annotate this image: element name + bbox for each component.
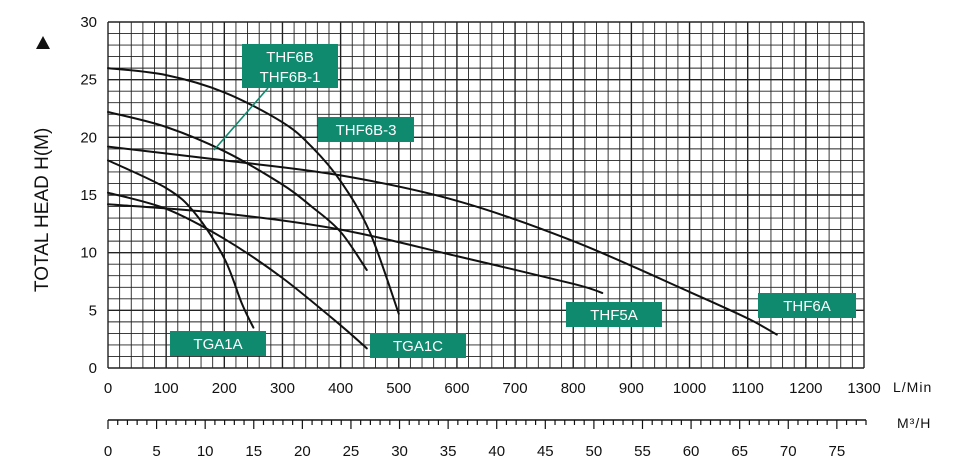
curves-group <box>107 67 778 350</box>
chart-grid <box>107 21 865 369</box>
x2-tick-label: 35 <box>440 443 457 460</box>
y-tick-label: 0 <box>89 360 97 377</box>
curve-thf6b-thf6b-1 <box>107 67 400 315</box>
y-tick-label: 25 <box>80 72 97 89</box>
label-thf6b-3-text: THF6B-3 <box>336 122 397 139</box>
x2-tick-label: 75 <box>829 443 846 460</box>
x-axis-m3h: 0 5 10 15 20 25 30 35 40 45 50 55 60 65 70 75 <box>104 419 867 460</box>
label-thf5a-text: THF5A <box>590 307 638 324</box>
curve-thf5a <box>107 203 604 294</box>
label-tga1a-text: TGA1A <box>193 336 242 353</box>
x-tick-label: 1100 <box>732 380 764 397</box>
label-tga1c-text: TGA1C <box>393 338 443 355</box>
y-tick-label: 20 <box>80 129 97 146</box>
y-axis-title: TOTAL HEAD H(M) <box>32 128 53 292</box>
x-tick-label: 200 <box>212 380 237 397</box>
label-thf6b-3: THF6B-3 <box>318 117 414 142</box>
x-tick-label: 100 <box>154 380 179 397</box>
x-tick-label: 500 <box>386 380 411 397</box>
label-thf6b-1-text: THF6B-1 <box>260 69 321 86</box>
x2-tick-label: 65 <box>731 443 748 460</box>
label-thf6a: THF6A <box>758 293 856 318</box>
label-tga1a: TGA1A <box>170 331 266 356</box>
x2-tick-label: 15 <box>245 443 262 460</box>
y-axis: 0 5 10 15 20 25 30 <box>80 14 97 377</box>
label-tga1c: TGA1C <box>370 333 466 358</box>
x2-tick-label: 25 <box>343 443 360 460</box>
x-axis-unit-lmin: L/Min <box>893 379 932 395</box>
series-labels: THF6B THF6B-1 THF6B-3 THF6A THF5A TGA1C … <box>170 44 856 358</box>
x-axis-lmin: 0 100 200 300 400 500 600 700 800 900 1000 1100 1200… <box>104 380 881 397</box>
x-tick-label: 900 <box>619 380 644 397</box>
y-tick-label: 15 <box>80 187 97 204</box>
x-tick-label: 300 <box>270 380 295 397</box>
x-tick-label: 1300 <box>847 380 880 397</box>
x2-tick-label: 20 <box>294 443 311 460</box>
x2-tick-label: 55 <box>634 443 651 460</box>
curve-thf6b-3 <box>107 111 368 271</box>
x-tick-label: 800 <box>561 380 586 397</box>
x-tick-label: 1000 <box>673 380 706 397</box>
x2-tick-label: 45 <box>537 443 554 460</box>
y-tick-label: 5 <box>89 302 97 319</box>
curve-thf6a <box>107 145 778 336</box>
thf6b-leader-line <box>213 87 269 151</box>
x-tick-label: 400 <box>328 380 353 397</box>
x2-tick-label: 10 <box>197 443 214 460</box>
x2-tick-label: 50 <box>586 443 603 460</box>
x2-tick-label: 0 <box>104 443 112 460</box>
x2-tick-label: 40 <box>488 443 505 460</box>
label-thf6a-text: THF6A <box>783 298 831 315</box>
label-thf6b-text: THF6B <box>266 49 314 66</box>
x-axis-unit-m3h: M³/H <box>897 415 931 431</box>
y-tick-label: 10 <box>80 245 97 262</box>
x-tick-label: 700 <box>503 380 528 397</box>
label-thf6b: THF6B THF6B-1 <box>242 44 338 88</box>
curve-tga1a <box>107 159 255 329</box>
x-tick-label: 0 <box>104 380 112 397</box>
x2-tick-label: 60 <box>683 443 700 460</box>
x2-tick-label: 30 <box>391 443 408 460</box>
x2-tick-label: 5 <box>152 443 160 460</box>
y-tick-label: 30 <box>80 14 97 31</box>
x-tick-label: 1200 <box>789 380 822 397</box>
curve-tga1c <box>107 191 368 350</box>
label-thf5a: THF5A <box>566 302 662 327</box>
x2-tick-label: 70 <box>780 443 797 460</box>
arrow-up-icon <box>36 36 50 49</box>
x-tick-label: 600 <box>444 380 469 397</box>
